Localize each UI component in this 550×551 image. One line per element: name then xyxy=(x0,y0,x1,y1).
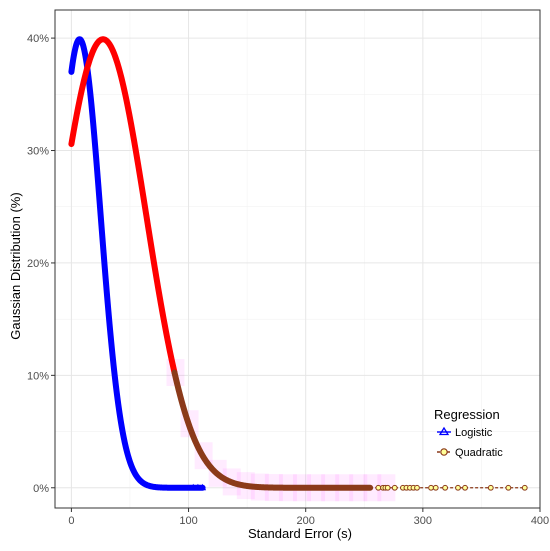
legend-label-logistic: Logistic xyxy=(455,427,493,439)
quadratic-marker xyxy=(462,484,468,491)
x-tick-label: 0 xyxy=(68,515,74,527)
y-tick-label: 40% xyxy=(27,33,49,45)
quadratic-marker xyxy=(505,484,512,491)
x-tick-label: 200 xyxy=(297,515,315,527)
circle-marker-icon xyxy=(440,448,448,456)
quadratic-series-line xyxy=(68,36,178,376)
quadratic-marker xyxy=(414,484,420,491)
plot-border xyxy=(54,9,541,509)
legend: Regression Logistic Quadratic xyxy=(434,407,503,459)
x-tick-label: 400 xyxy=(531,515,549,527)
legend-item-logistic: Logistic xyxy=(437,426,493,439)
triangle-marker-icon xyxy=(438,426,450,436)
quadratic-marker xyxy=(442,484,449,491)
quadratic-marker xyxy=(375,484,382,491)
x-tick-label: 300 xyxy=(414,515,432,527)
quadratic-marker xyxy=(391,484,398,491)
series-layer xyxy=(68,36,528,491)
y-tick-label: 30% xyxy=(27,146,49,158)
quadratic-marker xyxy=(521,484,528,491)
logistic-marker xyxy=(199,483,207,491)
y-tick-label: 0% xyxy=(33,483,49,495)
quadratic-marker xyxy=(428,484,434,491)
logistic-marker xyxy=(194,483,202,491)
legend-item-quadratic: Quadratic xyxy=(437,447,503,459)
legend-label-quadratic: Quadratic xyxy=(455,447,503,459)
quadratic-series-tail xyxy=(171,369,374,491)
quadratic-marker xyxy=(455,484,461,491)
quadratic-marker xyxy=(487,484,494,491)
logistic-series-line xyxy=(68,36,206,491)
highlight-band-layer xyxy=(166,359,396,502)
logistic-marker xyxy=(189,483,197,491)
x-tick-label: 100 xyxy=(179,515,197,527)
quadratic-marker xyxy=(384,484,391,491)
x-axis-title: Standard Error (s) xyxy=(248,526,352,541)
y-tick-label: 20% xyxy=(27,258,49,270)
y-tick-label: 10% xyxy=(27,370,49,382)
legend-title: Regression xyxy=(434,407,500,422)
axis-layer: 0 100 200 300 400 0% 10% 20% 30% 40% xyxy=(27,33,549,527)
y-axis-title: Gaussian Distribution (%) xyxy=(8,192,23,339)
quadratic-marker xyxy=(432,484,439,491)
